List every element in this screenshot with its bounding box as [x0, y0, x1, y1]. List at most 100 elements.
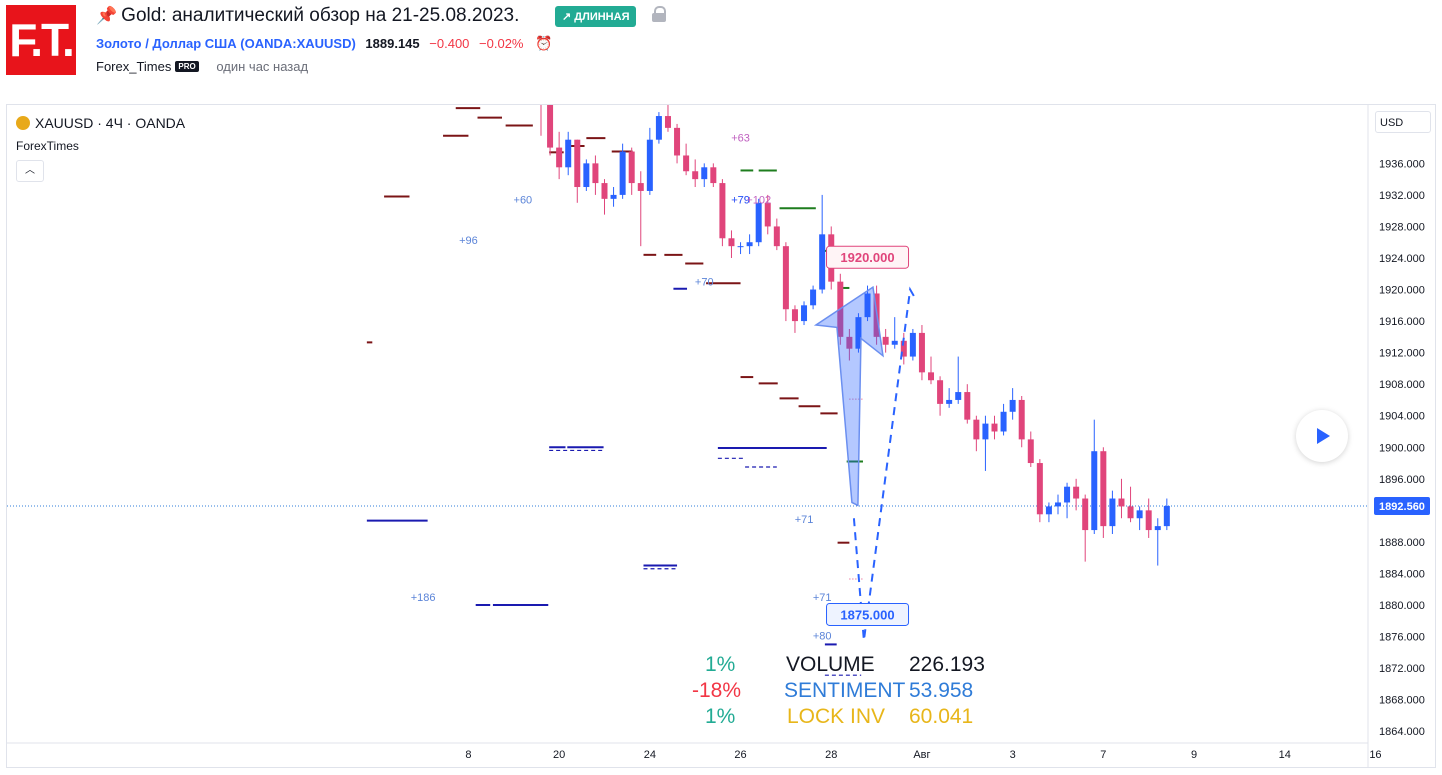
price-callout-box — [826, 245, 910, 269]
symbol-change: −0.400 — [429, 36, 470, 51]
stat-value: 226.193 — [909, 653, 985, 676]
candle-body — [1009, 399, 1016, 412]
y-tick-label: 1920.000 — [1379, 285, 1425, 297]
stat-name: VOLUME — [786, 653, 875, 676]
candle-body — [819, 234, 826, 290]
candle-body — [701, 167, 708, 180]
y-tick-label: 1932.000 — [1379, 190, 1425, 202]
candle-body — [646, 139, 653, 191]
candle-body — [955, 392, 962, 400]
collapse-legend-button[interactable]: ︿ — [16, 160, 44, 182]
x-tick-label: 20 — [553, 749, 565, 761]
candle-body — [1064, 486, 1071, 503]
candle-body — [547, 105, 554, 148]
candle-body — [719, 183, 726, 239]
candle-body — [882, 336, 889, 345]
candle-body — [1027, 439, 1034, 464]
stat-value: 53.958 — [909, 679, 974, 702]
candle-body — [728, 238, 735, 247]
stat-pct: 1% — [705, 653, 736, 676]
candle-body — [746, 242, 753, 247]
candle-body — [982, 423, 989, 440]
stat-pct: -18% — [692, 679, 742, 702]
candle-body — [1045, 506, 1052, 515]
candle-body — [737, 246, 744, 248]
last-price-tag — [1374, 496, 1430, 515]
y-tick-label: 1868.000 — [1379, 695, 1425, 707]
count-label: +71 — [813, 592, 832, 604]
forecast-arrow — [813, 285, 884, 507]
author-info: Forex_Times PRO один час назад — [96, 59, 308, 74]
candle-body — [556, 147, 563, 168]
x-tick-label: 24 — [644, 749, 656, 761]
lock-icon — [652, 6, 666, 22]
candle-body — [592, 163, 599, 184]
y-tick-label: 1908.000 — [1379, 379, 1425, 391]
alarm-clock-icon[interactable]: ⏰ — [535, 35, 553, 51]
candle-body — [918, 332, 925, 373]
stats-block: 1% VOLUME 226.193 -18% SENTIMENT 53.958 … — [690, 653, 1010, 731]
idea-title-text: Gold: аналитический обзор на 21-25.08.20… — [121, 5, 520, 26]
y-tick-label: 1896.000 — [1379, 474, 1425, 486]
candle-body — [619, 151, 626, 195]
count-label: +79 — [731, 195, 750, 207]
candle-body — [655, 116, 662, 140]
candle-body — [909, 332, 916, 357]
author-logo[interactable]: F.T. — [6, 5, 76, 75]
chart-legend: XAUUSD · 4Ч · OANDA — [16, 115, 185, 131]
currency-button[interactable]: USD — [1375, 111, 1431, 133]
y-tick-label: 1912.000 — [1379, 348, 1425, 360]
author-name[interactable]: Forex_Times — [96, 59, 172, 74]
count-label: +80 — [813, 631, 832, 643]
published-time: один час назад — [216, 59, 309, 74]
play-idea-button[interactable] — [1296, 410, 1348, 462]
y-tick-label: 1936.000 — [1379, 158, 1425, 170]
candle-body — [1136, 510, 1143, 519]
y-tick-label: 1864.000 — [1379, 726, 1425, 738]
candle-body — [1163, 505, 1170, 527]
chart-frame — [6, 104, 1436, 768]
candle-body — [928, 372, 935, 381]
candle-body — [864, 293, 871, 318]
stat-value: 60.041 — [909, 705, 974, 728]
stat-row-sentiment: -18% SENTIMENT 53.958 — [690, 679, 1010, 705]
x-tick-label: 8 — [465, 749, 471, 761]
y-tick-label: 1904.000 — [1379, 411, 1425, 423]
long-badge: ↗ ДЛИННАЯ — [555, 6, 637, 27]
y-tick-label: 1872.000 — [1379, 663, 1425, 675]
play-icon — [1317, 428, 1330, 444]
candle-body — [1154, 526, 1161, 531]
candle-body — [683, 155, 690, 172]
symbol-link[interactable]: Золото / Доллар США (OANDA:XAUUSD) — [96, 36, 356, 51]
y-tick-label: 1884.000 — [1379, 568, 1425, 580]
candle-body — [1100, 451, 1107, 527]
candle-body — [946, 399, 953, 404]
count-label: +79 — [731, 195, 750, 207]
pin-icon: 📌 — [96, 6, 118, 25]
candle-body — [692, 171, 699, 180]
indicator-legend: ForexTimes — [16, 139, 79, 153]
y-tick-label: 1876.000 — [1379, 632, 1425, 644]
stat-name: SENTIMENT — [784, 679, 906, 702]
candle-body — [628, 151, 635, 184]
candle-body — [891, 340, 898, 345]
candle-body — [1127, 506, 1134, 519]
y-tick-label: 1888.000 — [1379, 537, 1425, 549]
count-label: +71 — [795, 514, 814, 526]
candle-body — [991, 423, 998, 432]
y-tick-label: 1880.000 — [1379, 600, 1425, 612]
count-label: +102 — [746, 195, 771, 207]
symbol-price: 1889.145 — [365, 36, 420, 51]
price-callout-box — [826, 602, 910, 626]
candle-body — [801, 305, 808, 322]
candle-body — [574, 139, 581, 188]
x-tick-label: 7 — [1100, 749, 1106, 761]
forecast-path — [852, 286, 916, 641]
pro-badge: PRO — [175, 61, 199, 72]
candle-body — [900, 340, 907, 357]
candle-body — [1082, 498, 1089, 531]
stat-pct: 1% — [705, 705, 736, 728]
price-callout-label: 1875.000 — [840, 607, 894, 622]
candle-body — [937, 380, 944, 404]
